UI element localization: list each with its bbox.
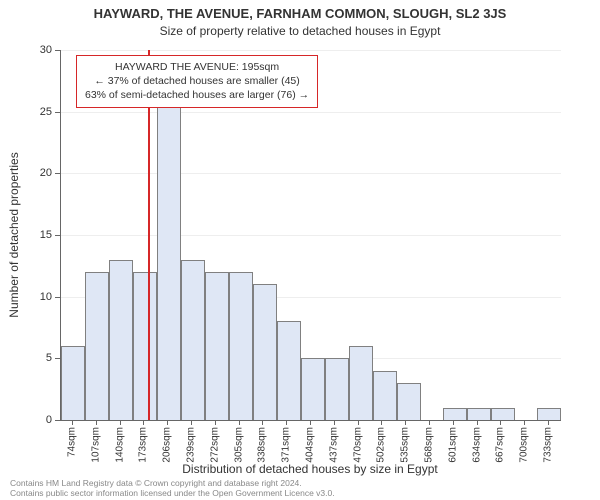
x-tick-mark [286, 420, 287, 425]
y-tick-label: 5 [46, 352, 52, 364]
x-tick-mark [143, 420, 144, 425]
histogram-bar [109, 260, 133, 420]
x-tick-label: 667sqm [495, 427, 506, 463]
x-tick-label: 140sqm [114, 427, 125, 463]
annotation-line-2: ← 37% of detached houses are smaller (45… [85, 74, 309, 88]
x-tick-label: 206sqm [162, 427, 173, 463]
y-tick-label: 15 [40, 229, 52, 241]
x-tick-mark [429, 420, 430, 425]
y-tick-label: 30 [40, 44, 52, 56]
x-axis-label: Distribution of detached houses by size … [60, 462, 560, 476]
histogram-bar [205, 272, 229, 420]
histogram-bar [443, 408, 467, 420]
histogram-bar [397, 383, 421, 420]
x-tick-label: 700sqm [519, 427, 530, 463]
x-tick-label: 338sqm [257, 427, 268, 463]
x-tick-mark [453, 420, 454, 425]
x-tick-mark [215, 420, 216, 425]
histogram-bar [253, 284, 277, 420]
y-tick-label: 10 [40, 291, 52, 303]
histogram-bar [301, 358, 325, 420]
histogram-bar [181, 260, 205, 420]
x-tick-label: 74sqm [66, 427, 77, 457]
x-tick-mark [381, 420, 382, 425]
x-tick-mark [167, 420, 168, 425]
y-tick-label: 0 [46, 414, 52, 426]
x-tick-mark [120, 420, 121, 425]
x-tick-label: 371sqm [281, 427, 292, 463]
histogram-bar [467, 408, 491, 420]
x-tick-mark [262, 420, 263, 425]
x-tick-mark [358, 420, 359, 425]
x-tick-mark [96, 420, 97, 425]
histogram-bar [61, 346, 85, 420]
x-tick-mark [334, 420, 335, 425]
x-tick-label: 107sqm [90, 427, 101, 463]
histogram-bar [85, 272, 109, 420]
histogram-bar [157, 99, 181, 420]
histogram-bar [229, 272, 253, 420]
histogram-bar [537, 408, 561, 420]
x-tick-mark [191, 420, 192, 425]
footer-attribution: Contains HM Land Registry data © Crown c… [10, 478, 335, 498]
histogram-bar [373, 371, 397, 420]
histogram-bar [133, 272, 157, 420]
x-tick-label: 601sqm [447, 427, 458, 463]
histogram-bar [277, 321, 301, 420]
x-tick-mark [310, 420, 311, 425]
annotation-box: HAYWARD THE AVENUE: 195sqm ← 37% of deta… [76, 55, 318, 108]
x-tick-label: 173sqm [138, 427, 149, 463]
annotation-line-3: 63% of semi-detached houses are larger (… [85, 88, 309, 102]
x-tick-label: 733sqm [543, 427, 554, 463]
x-tick-label: 535sqm [400, 427, 411, 463]
x-tick-label: 404sqm [305, 427, 316, 463]
x-tick-label: 305sqm [233, 427, 244, 463]
footer-line-2: Contains public sector information licen… [10, 488, 335, 498]
x-tick-mark [405, 420, 406, 425]
x-tick-mark [524, 420, 525, 425]
x-tick-label: 634sqm [471, 427, 482, 463]
chart-container: HAYWARD, THE AVENUE, FARNHAM COMMON, SLO… [0, 0, 600, 500]
y-tick-label: 25 [40, 106, 52, 118]
x-tick-label: 568sqm [424, 427, 435, 463]
x-tick-mark [72, 420, 73, 425]
histogram-bar [491, 408, 515, 420]
x-tick-label: 272sqm [209, 427, 220, 463]
chart-title: HAYWARD, THE AVENUE, FARNHAM COMMON, SLO… [0, 6, 600, 21]
histogram-bar [349, 346, 373, 420]
x-tick-label: 470sqm [352, 427, 363, 463]
x-tick-label: 437sqm [328, 427, 339, 463]
x-tick-mark [477, 420, 478, 425]
footer-line-1: Contains HM Land Registry data © Crown c… [10, 478, 335, 488]
x-tick-mark [548, 420, 549, 425]
chart-subtitle: Size of property relative to detached ho… [0, 24, 600, 38]
y-axis-ticks: 051015202530 [0, 50, 60, 420]
y-tick-label: 20 [40, 167, 52, 179]
annotation-line-1: HAYWARD THE AVENUE: 195sqm [85, 60, 309, 74]
histogram-bar [325, 358, 349, 420]
x-tick-mark [239, 420, 240, 425]
x-tick-label: 239sqm [185, 427, 196, 463]
x-tick-mark [500, 420, 501, 425]
x-tick-label: 502sqm [376, 427, 387, 463]
